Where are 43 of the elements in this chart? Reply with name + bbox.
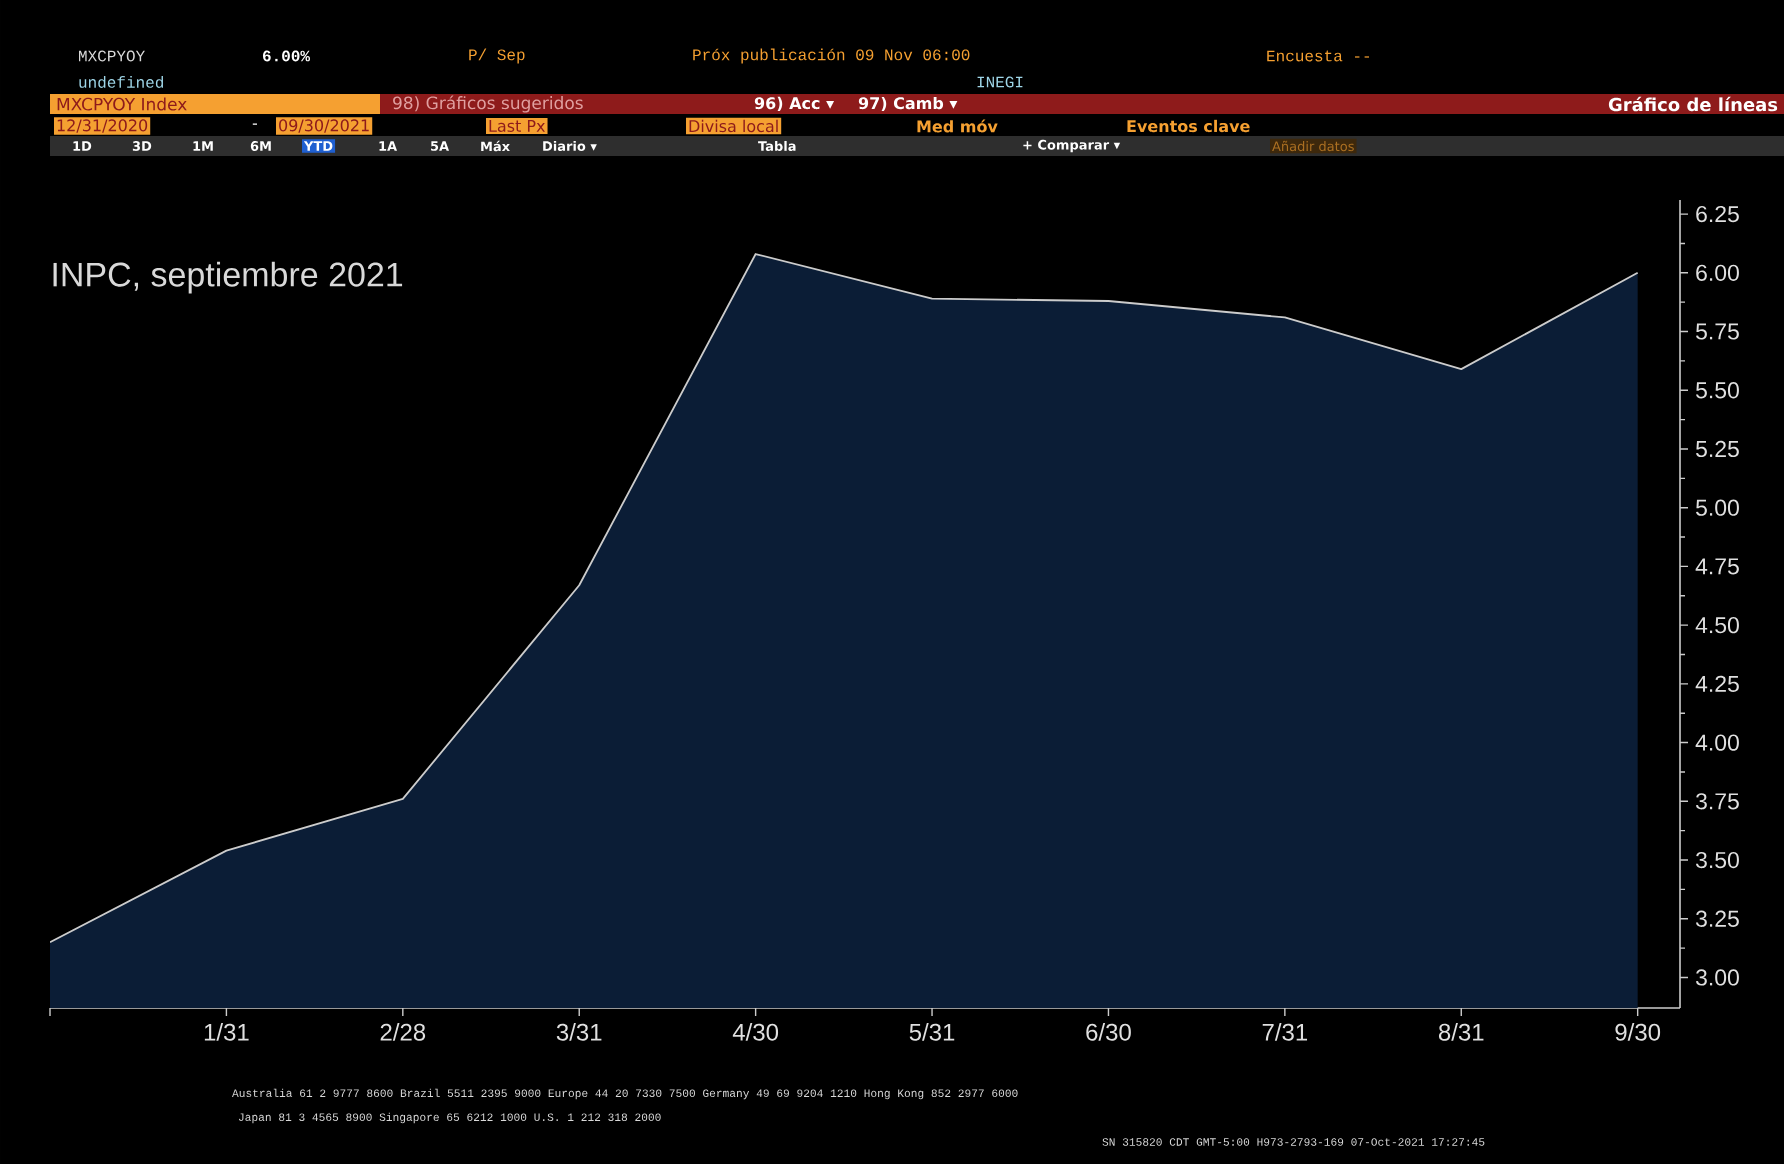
text: 98) Gráficos sugeridos — [393, 95, 583, 113]
text: 12/31/2020 — [57, 119, 148, 133]
y-tick-label: 3.25 — [1695, 910, 1739, 927]
text: 96) Acc ▾ — [754, 96, 835, 112]
y-tick-label: 4.75 — [1695, 558, 1739, 575]
text: 09/30/2021 — [279, 119, 369, 133]
x-tick-label: 4/30 — [732, 1023, 779, 1041]
x-tick-label: 6/30 — [1086, 1023, 1131, 1041]
y-tick-label: 6.00 — [1696, 264, 1739, 281]
text: Encuesta -- — [1267, 50, 1369, 62]
y-tick-label: 3.00 — [1695, 969, 1739, 986]
text: Med móv — [917, 119, 998, 133]
y-tick-label: 5.75 — [1695, 323, 1739, 340]
text: INEGI — [977, 76, 1023, 88]
text: Gráfico de líneas — [1608, 96, 1778, 112]
text: Próx publicación 09 Nov 06:00 — [693, 48, 970, 64]
x-tick-label: 5/31 — [909, 1023, 955, 1041]
text: Divisa local — [689, 119, 778, 133]
y-tick-label: 4.00 — [1695, 734, 1739, 751]
x-tick-label: 2/28 — [380, 1023, 426, 1041]
y-tick-label: 4.25 — [1695, 675, 1739, 692]
y-tick-label: 4.50 — [1695, 616, 1739, 634]
text: undefined — [79, 76, 163, 88]
text: 6.00% — [262, 50, 310, 62]
text: Eventos clave — [1127, 119, 1250, 133]
x-tick-label: 8/31 — [1438, 1023, 1484, 1041]
text: 97) Camb ▾ — [858, 96, 958, 112]
text: MXCPYOY Index — [57, 97, 187, 111]
x-tick-label: 1/31 — [204, 1023, 249, 1041]
y-tick-label: 3.50 — [1695, 851, 1739, 869]
text: MXCPYOY — [79, 50, 145, 62]
y-tick-label: 6.25 — [1696, 205, 1739, 223]
y-tick-label: 5.25 — [1695, 440, 1739, 458]
text: - — [252, 123, 257, 125]
y-tick-label: 3.75 — [1695, 793, 1739, 810]
x-tick-label: 3/31 — [556, 1023, 602, 1041]
x-tick-label: 7/31 — [1262, 1023, 1308, 1041]
text: Last Px — [489, 120, 545, 132]
y-tick-label: 5.00 — [1695, 499, 1739, 516]
x-tick-label: 9/30 — [1615, 1023, 1661, 1041]
text: INPC, septiembre 2021 — [53, 261, 403, 294]
text: P/ Sep — [469, 48, 525, 64]
y-tick-label: 5.50 — [1695, 382, 1739, 399]
